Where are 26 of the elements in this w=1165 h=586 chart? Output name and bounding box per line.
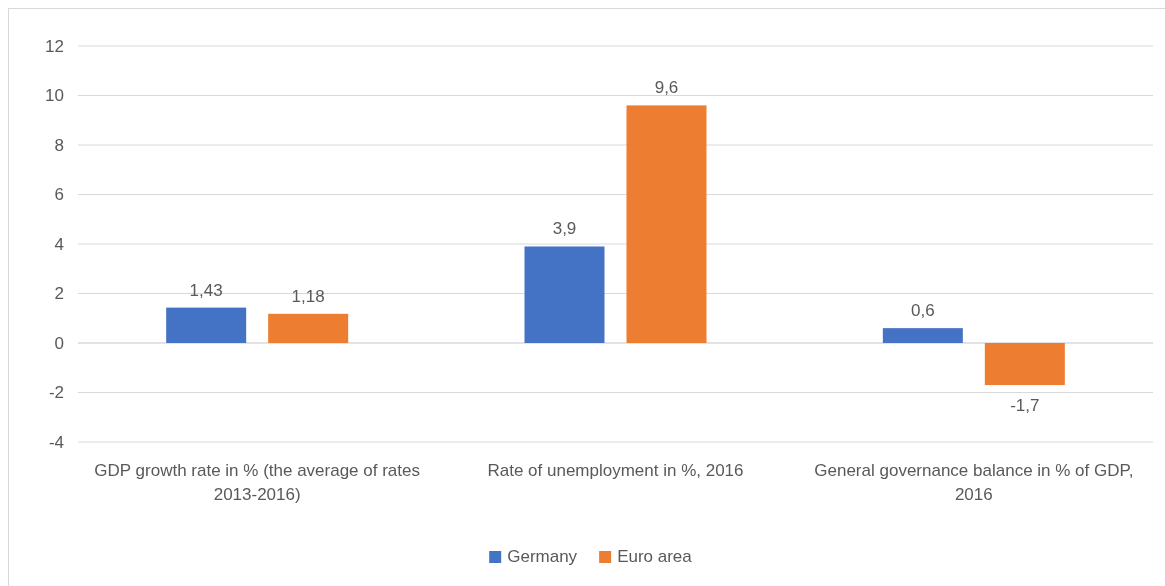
y-tick-label: 2: [54, 284, 64, 304]
x-tick-label: Rate of unemployment in %, 2016: [487, 461, 744, 480]
y-tick-label: 10: [45, 86, 64, 106]
y-tick-label: 6: [54, 185, 64, 205]
data-label: -1,7: [1010, 396, 1040, 416]
y-tick-label: 12: [45, 36, 64, 56]
y-tick-label: -4: [48, 432, 64, 452]
y-tick-label: -2: [48, 383, 64, 403]
y-tick-label: 0: [54, 333, 64, 353]
bar: [166, 307, 247, 343]
data-label: 9,6: [654, 78, 679, 98]
bar: [626, 105, 707, 343]
data-label: 1,18: [291, 286, 325, 306]
y-tick-label: 4: [54, 234, 64, 254]
legend-label: Euro area: [617, 547, 693, 566]
data-label: 3,9: [552, 219, 577, 239]
bar: [524, 246, 605, 343]
y-tick-label: 8: [54, 135, 64, 155]
x-tick-label: GDP growth rate in % (the average of rates 2013-2016): [94, 461, 421, 504]
x-tick-label: General governance balance in % of GDP, 2016: [814, 461, 1134, 504]
bar: [984, 343, 1065, 386]
data-label: 0,6: [911, 301, 935, 321]
data-label: 1,43: [189, 280, 223, 300]
legend-label: Germany: [507, 547, 578, 566]
bar: [268, 313, 349, 343]
bar: [882, 328, 963, 343]
